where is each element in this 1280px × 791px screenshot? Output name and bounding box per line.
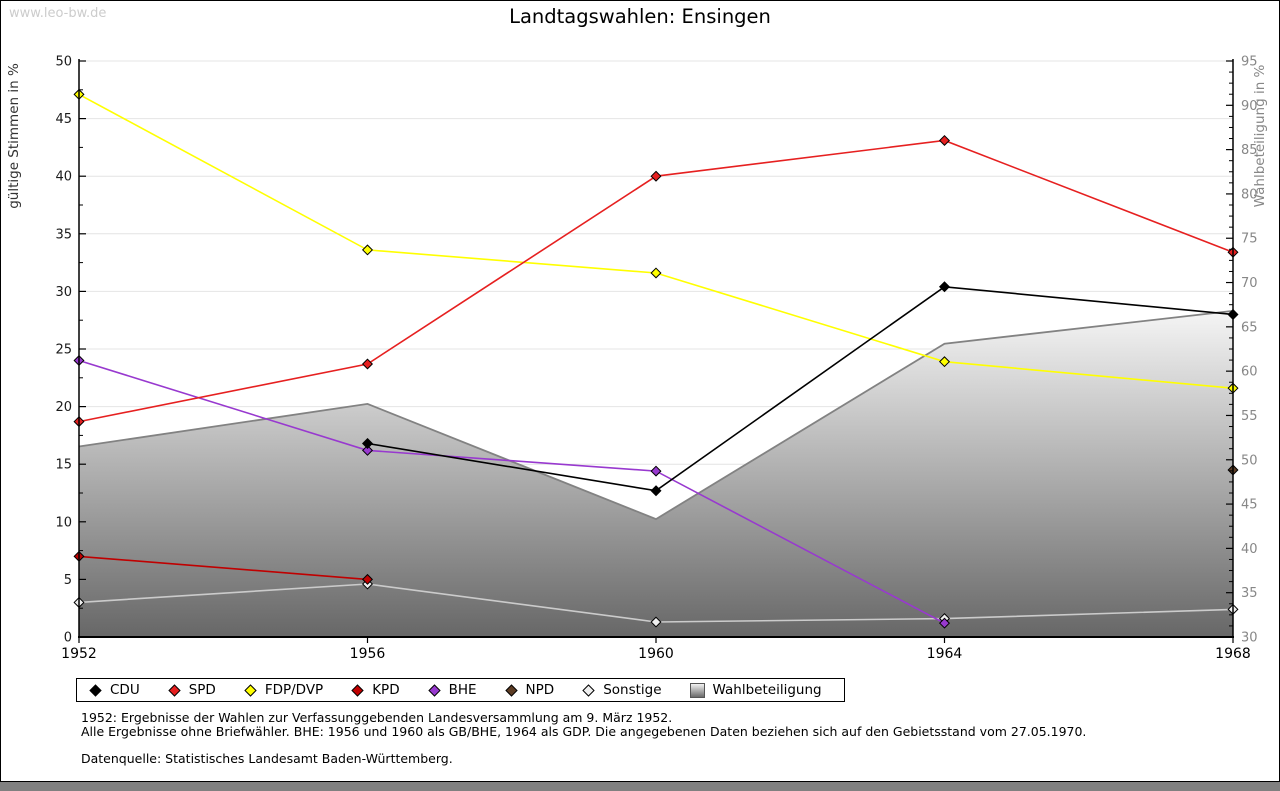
- left-tick-label: 25: [55, 343, 72, 358]
- footnote-line-1: 1952: Ergebnisse der Wahlen zur Verfassu…: [81, 710, 673, 725]
- right-tick-label: 35: [1241, 586, 1258, 601]
- marker-BHE: [938, 617, 951, 629]
- legend-swatch-diamond-icon: [582, 683, 595, 697]
- marker-SPD: [361, 358, 374, 370]
- right-tick-label: 85: [1241, 143, 1258, 158]
- left-tick-label: 15: [55, 458, 72, 473]
- marker-CDU: [938, 281, 951, 293]
- legend-swatch-diamond-icon: [89, 683, 102, 697]
- x-tick-label: 1960: [638, 646, 674, 662]
- series-line-BHE: [78, 359, 945, 624]
- election-chart: 0 5 10 15 20 25 30 35 40 45 50 30 35 40 45 50 55 60 65 70 75…: [6, 55, 1268, 663]
- legend-label: BHE: [448, 682, 477, 698]
- left-tick-label: 45: [55, 112, 72, 127]
- marker-SPD: [650, 170, 662, 182]
- legend-swatch-diamond-icon: [167, 683, 181, 697]
- left-tick-label: 5: [64, 573, 72, 588]
- right-tick-label: 70: [1241, 276, 1258, 291]
- legend-item-SPD: SPD: [167, 682, 216, 698]
- right-tick-label: 45: [1241, 498, 1258, 513]
- watermark: www.leo-bw.de: [9, 6, 107, 21]
- marker-BHE: [650, 465, 662, 477]
- legend-label: Wahlbeteiligung: [712, 682, 822, 698]
- legend-item-CDU: CDU: [89, 682, 140, 698]
- x-tick-label: 1964: [927, 646, 963, 662]
- right-tick-label: 30: [1241, 631, 1258, 646]
- legend-item-Wahlbeteiligung: Wahlbeteiligung: [689, 682, 822, 698]
- right-axis-title: Wahlbeteiligung in %: [1252, 64, 1268, 207]
- legend-swatch-area-icon: [689, 682, 705, 698]
- turnout-area: [79, 310, 1233, 637]
- marker-Sonstige: [650, 616, 662, 628]
- legend-label: FDP/DVP: [264, 682, 324, 698]
- legend-swatch-diamond-icon: [427, 683, 441, 697]
- legend-item-KPD: KPD: [351, 682, 400, 698]
- right-tick-label: 80: [1241, 187, 1258, 202]
- x-tick-label: 1968: [1215, 646, 1251, 662]
- legend-swatch-diamond-icon: [504, 683, 518, 697]
- right-tick-label: 60: [1241, 365, 1258, 380]
- right-tick-label: 95: [1241, 55, 1258, 70]
- legend-item-Sonstige: Sonstige: [582, 682, 662, 698]
- left-tick-label: 40: [55, 170, 72, 185]
- marker-FDP-DVP: [938, 356, 951, 368]
- legend: CDU SPD FDP/DVP KPD BHE NPD Sonstige Wahlbeteil…: [76, 678, 845, 702]
- right-tick-label: 50: [1241, 453, 1258, 468]
- legend-label: CDU: [110, 682, 140, 698]
- marker-BHE: [361, 444, 374, 456]
- marker-KPD: [361, 573, 374, 585]
- left-axis-title: gültige Stimmen in %: [6, 63, 22, 209]
- legend-label: SPD: [188, 682, 216, 698]
- legend-item-FDP-DVP: FDP/DVP: [244, 682, 323, 698]
- right-tick-label: 75: [1241, 232, 1258, 247]
- chart-title: Landtagswahlen: Ensingen: [509, 5, 771, 28]
- marker-FDP-DVP: [361, 244, 374, 256]
- series-line-KPD: [78, 555, 368, 581]
- legend-label: KPD: [372, 682, 400, 698]
- left-tick-label: 20: [55, 400, 72, 415]
- right-tick-label: 90: [1241, 99, 1258, 114]
- legend-item-NPD: NPD: [504, 682, 555, 698]
- footnote-line-2: Alle Ergebnisse ohne Briefwähler. BHE: 1…: [81, 723, 1087, 739]
- marker-FDP-DVP: [650, 267, 662, 279]
- left-tick-label: 35: [55, 227, 72, 242]
- left-tick-label: 30: [55, 285, 72, 300]
- bottom-scrollbar[interactable]: [0, 782, 1280, 791]
- x-tick-label: 1956: [350, 646, 386, 662]
- right-tick-label: 40: [1241, 542, 1258, 557]
- x-tick-label: 1952: [61, 646, 97, 662]
- marker-CDU: [361, 437, 374, 449]
- legend-item-BHE: BHE: [427, 682, 477, 698]
- left-tick-label: 0: [64, 631, 72, 646]
- series-line-CDU: [367, 285, 1234, 492]
- legend-swatch-diamond-icon: [351, 683, 364, 697]
- footnotes: 1952: Ergebnisse der Wahlen zur Verfassu…: [81, 711, 1086, 738]
- legend-label: Sonstige: [603, 682, 662, 698]
- left-tick-label: 50: [55, 55, 72, 70]
- marker-SPD: [938, 134, 951, 146]
- turnout-area-border: [78, 310, 1234, 521]
- legend-label: NPD: [525, 682, 555, 698]
- marker-CDU: [650, 485, 662, 497]
- left-tick-label: 10: [55, 515, 72, 530]
- legend-swatch-diamond-icon: [244, 683, 257, 697]
- right-tick-label: 65: [1241, 320, 1258, 335]
- right-tick-label: 55: [1241, 409, 1258, 424]
- data-source-note: Datenquelle: Statistisches Landesamt Bad…: [81, 751, 453, 766]
